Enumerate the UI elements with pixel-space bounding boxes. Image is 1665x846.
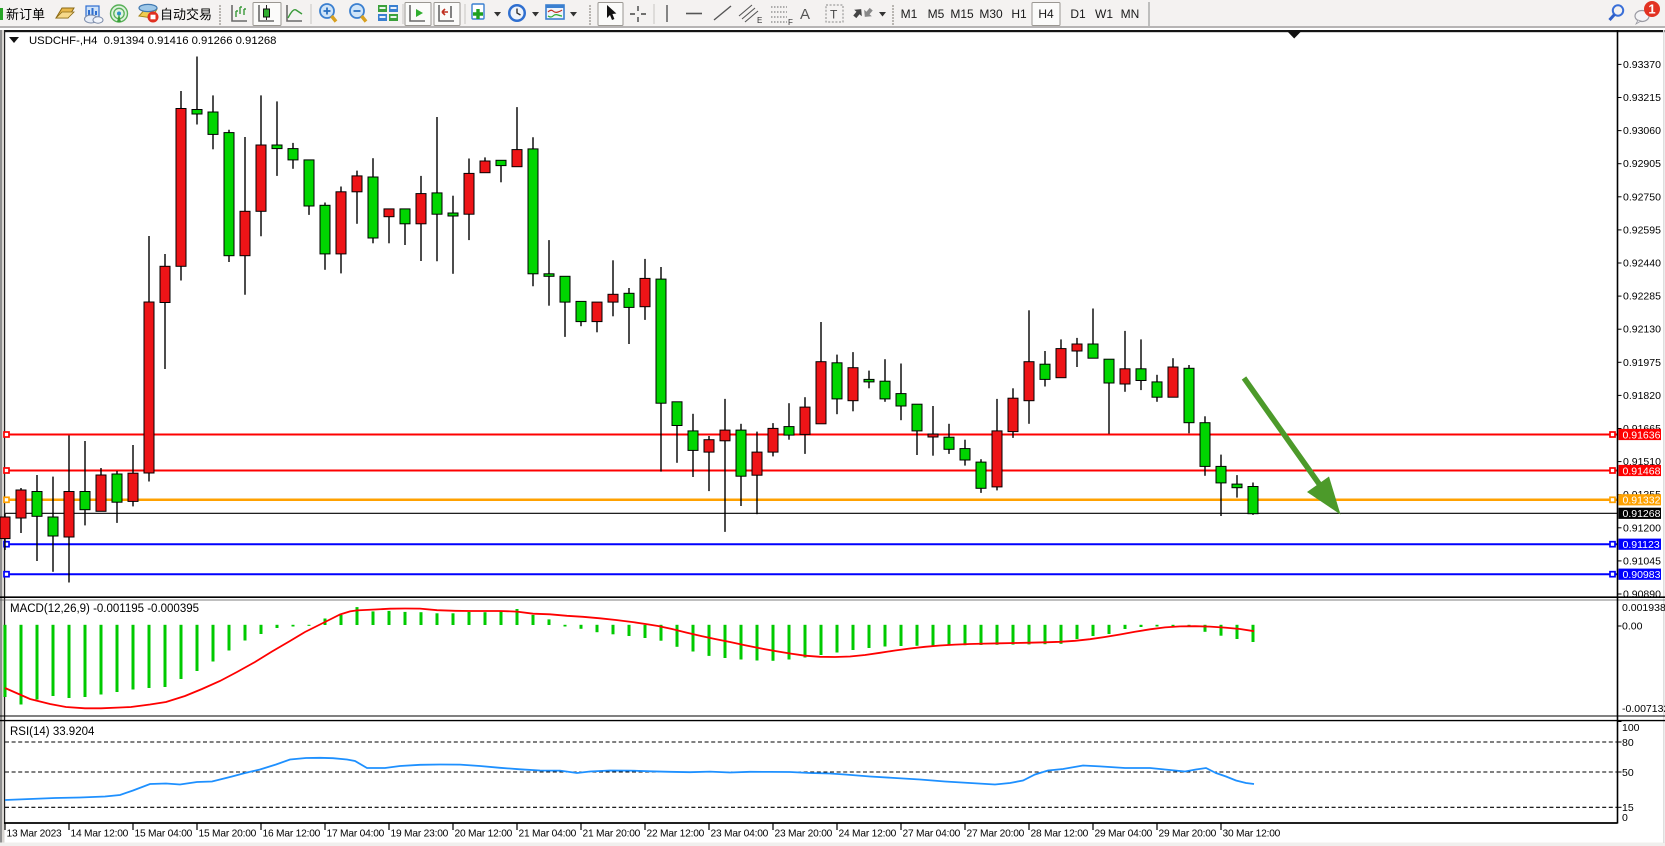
- svg-text:100: 100: [1622, 722, 1640, 734]
- svg-text:50: 50: [1622, 767, 1634, 779]
- svg-text:27 Mar 04:00: 27 Mar 04:00: [903, 829, 961, 840]
- svg-text:0.00: 0.00: [1622, 621, 1643, 633]
- svg-text:0.92130: 0.92130: [1623, 324, 1661, 336]
- svg-text:0.91975: 0.91975: [1623, 357, 1661, 369]
- svg-text:M30: M30: [979, 7, 1003, 21]
- svg-text:29 Mar 04:00: 29 Mar 04:00: [1095, 829, 1153, 840]
- svg-text:23 Mar 20:00: 23 Mar 20:00: [775, 829, 833, 840]
- svg-text:0.91332: 0.91332: [1623, 495, 1661, 507]
- svg-text:14 Mar 12:00: 14 Mar 12:00: [71, 829, 129, 840]
- svg-text:自动交易: 自动交易: [160, 7, 212, 22]
- svg-text:0.91045: 0.91045: [1623, 555, 1661, 567]
- svg-text:16 Mar 12:00: 16 Mar 12:00: [263, 829, 321, 840]
- svg-text:0.92905: 0.92905: [1623, 158, 1661, 170]
- svg-text:USDCHF-,H4 0.91394 0.91416 0.: USDCHF-,H4 0.91394 0.91416 0.91266 0.912…: [29, 35, 276, 47]
- svg-text:15 Mar 20:00: 15 Mar 20:00: [199, 829, 257, 840]
- svg-text:0.91200: 0.91200: [1623, 522, 1661, 534]
- svg-text:H1: H1: [1011, 7, 1027, 21]
- svg-text:28 Mar 12:00: 28 Mar 12:00: [1031, 829, 1089, 840]
- svg-text:F: F: [788, 18, 793, 27]
- svg-text:0.91468: 0.91468: [1623, 465, 1661, 477]
- svg-text:M5: M5: [928, 7, 945, 21]
- svg-text:20 Mar 12:00: 20 Mar 12:00: [455, 829, 513, 840]
- svg-text:新订单: 新订单: [6, 7, 45, 22]
- svg-text:0.92285: 0.92285: [1623, 291, 1661, 303]
- svg-text:0.93060: 0.93060: [1623, 125, 1661, 137]
- svg-text:0.91820: 0.91820: [1623, 390, 1661, 402]
- svg-text:0.91268: 0.91268: [1623, 508, 1661, 520]
- svg-text:H4: H4: [1038, 7, 1054, 21]
- svg-text:21 Mar 20:00: 21 Mar 20:00: [583, 829, 641, 840]
- svg-text:27 Mar 20:00: 27 Mar 20:00: [967, 829, 1025, 840]
- svg-text:M1: M1: [901, 7, 918, 21]
- svg-text:29 Mar 20:00: 29 Mar 20:00: [1159, 829, 1217, 840]
- svg-text:W1: W1: [1095, 7, 1113, 21]
- svg-text:24 Mar 12:00: 24 Mar 12:00: [839, 829, 897, 840]
- svg-text:0.90890: 0.90890: [1623, 589, 1661, 601]
- svg-text:M15: M15: [950, 7, 974, 21]
- svg-text:17 Mar 04:00: 17 Mar 04:00: [327, 829, 385, 840]
- svg-text:E: E: [757, 16, 762, 25]
- svg-text:0.90983: 0.90983: [1623, 569, 1661, 581]
- svg-text:21 Mar 04:00: 21 Mar 04:00: [519, 829, 577, 840]
- svg-text:1: 1: [1648, 2, 1655, 17]
- svg-text:MACD(12,26,9) -0.001195 -0.000: MACD(12,26,9) -0.001195 -0.000395: [10, 603, 199, 615]
- svg-text:19 Mar 23:00: 19 Mar 23:00: [391, 829, 449, 840]
- svg-text:0.91636: 0.91636: [1623, 429, 1661, 441]
- svg-text:A: A: [800, 6, 810, 23]
- svg-text:13 Mar 2023: 13 Mar 2023: [7, 829, 63, 840]
- svg-text:0: 0: [1622, 812, 1628, 824]
- svg-text:23 Mar 04:00: 23 Mar 04:00: [711, 829, 769, 840]
- svg-text:30 Mar 12:00: 30 Mar 12:00: [1223, 829, 1281, 840]
- svg-text:0.001938: 0.001938: [1622, 602, 1665, 614]
- svg-text:0.92440: 0.92440: [1623, 258, 1661, 270]
- svg-text:0.92750: 0.92750: [1623, 191, 1661, 203]
- svg-text:RSI(14) 33.9204: RSI(14) 33.9204: [10, 726, 95, 738]
- svg-text:22 Mar 12:00: 22 Mar 12:00: [647, 829, 705, 840]
- svg-text:15: 15: [1622, 802, 1634, 814]
- svg-text:0.93215: 0.93215: [1623, 92, 1661, 104]
- svg-text:0.92595: 0.92595: [1623, 224, 1661, 236]
- svg-text:-0.007132: -0.007132: [1622, 703, 1665, 715]
- svg-text:MN: MN: [1121, 7, 1140, 21]
- svg-text:80: 80: [1622, 737, 1634, 749]
- svg-text:D1: D1: [1070, 7, 1086, 21]
- svg-text:15 Mar 04:00: 15 Mar 04:00: [135, 829, 193, 840]
- svg-text:T: T: [830, 8, 838, 22]
- svg-text:0.93370: 0.93370: [1623, 59, 1661, 71]
- svg-text:0.91123: 0.91123: [1623, 539, 1660, 551]
